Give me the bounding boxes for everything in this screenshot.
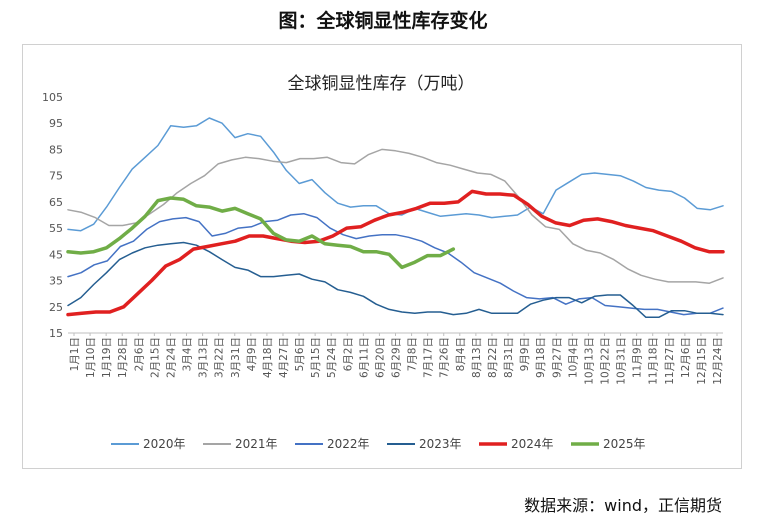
data-source: 数据来源：wind，正信期货 [524, 496, 722, 515]
x-tick-label: 9月18日 [535, 337, 547, 378]
x-tick-label: 3月13日 [198, 337, 210, 378]
x-tick-label: 9月9日 [519, 337, 531, 371]
x-tick-label: 1月28日 [117, 337, 129, 378]
x-tick-label: 12月24日 [712, 337, 724, 385]
legend-label: 2025年 [603, 437, 646, 451]
x-tick-label: 8月31日 [503, 337, 515, 378]
x-tick-label: 3月4日 [182, 337, 194, 371]
chart-title: 全球铜显性库存（万吨） [288, 74, 475, 94]
legend-label: 2021年 [235, 437, 278, 451]
x-tick-label: 10月4日 [567, 337, 579, 378]
x-tick-label: 11月9日 [632, 337, 644, 378]
x-tick-label: 7月8日 [407, 337, 419, 371]
x-tick-label: 4月9日 [246, 337, 258, 371]
x-tick-label: 12月6日 [680, 337, 692, 378]
x-tick-label: 7月17日 [423, 337, 435, 378]
x-tick-label: 1月19日 [101, 337, 113, 378]
legend-label: 2020年 [143, 437, 186, 451]
x-tick-label: 5月15日 [310, 337, 322, 378]
x-tick-label: 10月22日 [599, 337, 611, 385]
x-tick-label: 6月11日 [358, 337, 370, 378]
x-tick-label: 8月4日 [455, 337, 467, 371]
y-tick-label: 105 [42, 91, 63, 104]
x-tick-label: 2月24日 [165, 337, 177, 378]
x-tick-label: 6月29日 [391, 337, 403, 378]
y-tick-label: 35 [49, 275, 63, 288]
y-tick-label: 25 [49, 301, 63, 314]
series-line-2 [67, 148, 724, 284]
y-tick-label: 65 [49, 196, 63, 209]
x-tick-label: 5月24日 [326, 337, 338, 378]
legend-label: 2024年 [511, 437, 554, 451]
x-tick-label: 5月6日 [294, 337, 306, 371]
series-line-4 [67, 241, 724, 319]
y-tick-label: 85 [49, 143, 63, 156]
x-tick-label: 6月20日 [374, 337, 386, 378]
x-tick-label: 9月27日 [551, 337, 563, 378]
figure-title: 图：全球铜显性库存变化 [278, 10, 488, 32]
x-tick-label: 2月6日 [133, 337, 145, 371]
legend-label: 2023年 [419, 437, 462, 451]
y-tick-label: 55 [49, 222, 63, 235]
x-tick-label: 2月15日 [149, 337, 161, 378]
x-tick-label: 12月15日 [696, 337, 708, 385]
legend-label: 2022年 [327, 437, 370, 451]
series-line-3 [67, 212, 724, 316]
x-tick-label: 11月18日 [648, 337, 660, 385]
x-tick-label: 7月26日 [439, 337, 451, 378]
x-tick-label: 1月10日 [85, 337, 97, 378]
x-tick-label: 10月13日 [583, 337, 595, 385]
series-line-5 [66, 189, 725, 317]
y-axis-ticks: 15 25 35 45 55 65 75 85 95 105 [42, 91, 63, 340]
x-tick-label: 1月1日 [69, 337, 81, 371]
chart-frame: 全球铜显性库存（万吨） 15 25 35 45 55 65 75 85 95 105 1月1日 1月… [22, 44, 742, 469]
x-tick-label: 10月31日 [616, 337, 628, 385]
legend: 2020年 2021年 2022年 2023年 2024年 2025年 [111, 437, 646, 451]
x-tick-label: 3月22日 [214, 337, 226, 378]
x-tick-label: 11月27日 [664, 337, 676, 385]
x-tick-label: 3月31日 [230, 337, 242, 378]
series-line-6 [66, 196, 456, 270]
x-tick-label: 6月2日 [342, 337, 354, 371]
x-axis-ticks: 1月1日 1月10日 1月19日 1月28日 2月6日 2月15日 2月24日 3月4日 3月1… [69, 333, 724, 385]
x-tick-label: 4月18日 [262, 337, 274, 378]
y-tick-label: 95 [49, 117, 63, 130]
y-tick-label: 45 [49, 248, 63, 261]
y-tick-label: 15 [49, 327, 63, 340]
x-tick-label: 8月22日 [487, 337, 499, 378]
y-tick-label: 75 [49, 170, 63, 183]
series-lines [66, 117, 725, 319]
x-tick-label: 4月27日 [278, 337, 290, 378]
x-tick-label: 8月13日 [471, 337, 483, 378]
